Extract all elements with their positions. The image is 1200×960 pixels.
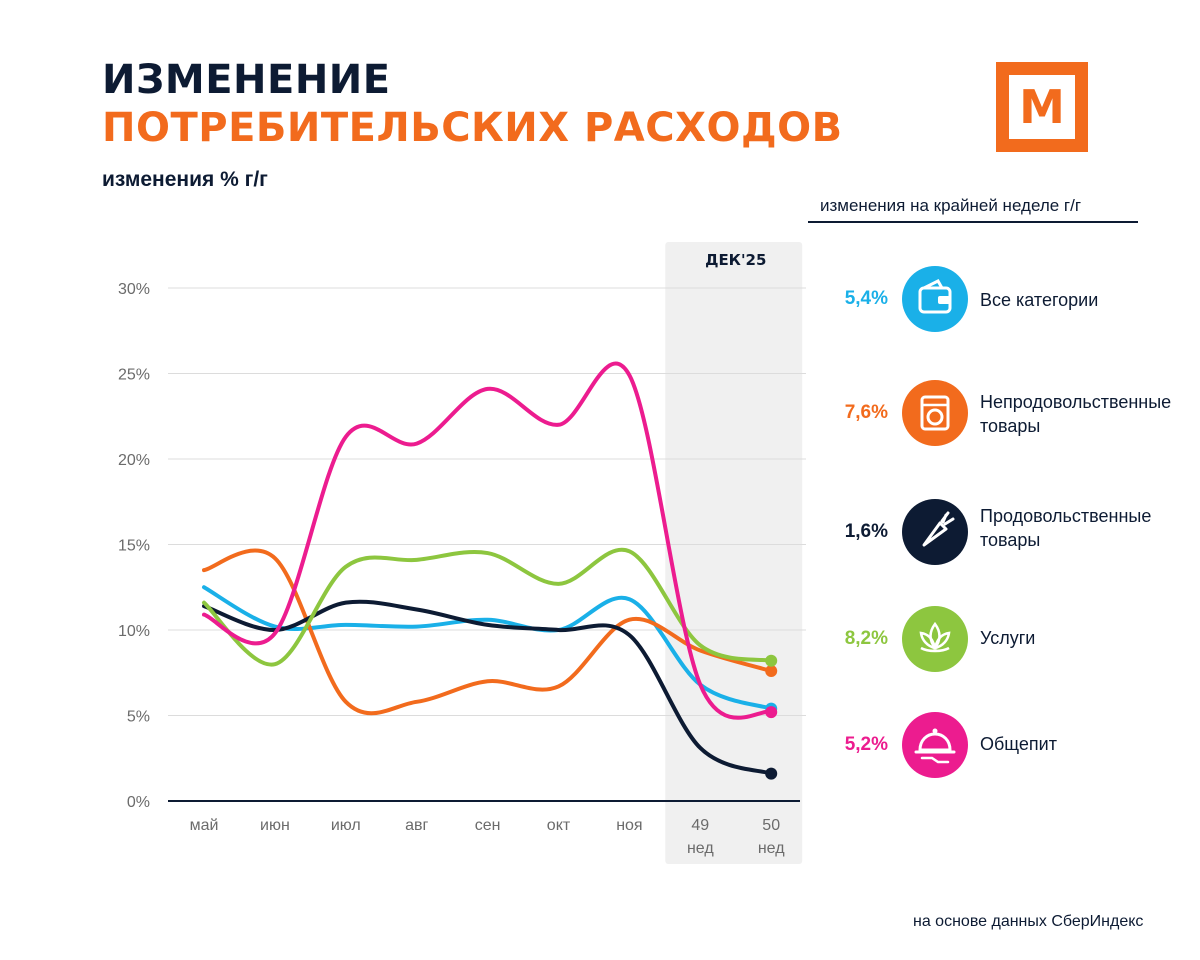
legend-item-services: 8,2% Услуги [820,606,1190,672]
legend-label: Услуги [980,628,1036,648]
legend-label: Общепит [980,734,1057,754]
x-tick-label: авг [405,817,428,834]
y-tick-label: 20% [118,452,150,469]
series-line [202,585,774,711]
legend-icon-circle [902,266,968,332]
legend-label-line-1: Продовольственные [980,506,1152,526]
series-endpoint [765,706,778,719]
logo-letter: М [1019,80,1065,134]
series-endpoint [765,654,778,667]
wallet-icon [918,279,952,314]
line-chart: ДЕК'25 0% 5% 10% 15% 20% 25% 30% май июн июл авг сен… [118,242,806,864]
x-tick-label: окт [547,817,571,834]
series-line [202,547,774,667]
legend-divider [808,221,1138,223]
legend-label-line-1: Непродовольственные [980,392,1172,412]
legend-value: 5,2% [844,734,888,755]
x-tick-label: май [190,817,219,834]
legend-heading: изменения на крайней неделе г/г [820,196,1082,215]
series-line [202,361,774,720]
x-tick-label: ноя [616,817,642,834]
legend-value: 5,4% [844,288,888,309]
title-line-2: ПОТРЕБИТЕЛЬСКИХ РАСХОДОВ [102,105,843,151]
legend-value: 7,6% [844,402,888,423]
legend-item-food: 1,6% Продовольственные товары [820,499,1190,565]
series-endpoint [765,767,778,780]
legend-icon-circle [902,499,968,565]
highlight-label: ДЕК'25 [705,251,766,269]
x-tick-label-line-2: нед [758,840,785,857]
y-tick-label: 0% [127,794,150,811]
legend-icon-circle [902,712,968,778]
title-line-1: ИЗМЕНЕНИЕ [102,57,391,103]
x-tick-label: июл [331,817,361,834]
legend-value: 8,2% [844,628,888,649]
series-line [202,599,774,776]
x-tick-label: сен [475,817,501,834]
legend-item-nonfood: 7,6% Непродовольственные товары [820,380,1190,446]
x-tick-label: 50 [762,817,780,834]
lotus-icon [919,621,951,653]
y-tick-label: 25% [118,367,150,384]
series-endpoint [765,665,778,678]
x-tick-label: 49 [691,817,709,834]
legend-icon-circle [902,380,968,446]
legend-item-catering: 5,2% Общепит [820,712,1190,778]
y-tick-label: 10% [118,623,150,640]
legend-value: 1,6% [844,521,888,542]
cloche-icon [914,728,956,764]
chart-subtitle: изменения % г/г [102,168,268,191]
y-tick-label: 5% [127,709,150,726]
legend-item-all: 5,4% Все категории [820,266,1190,332]
legend-label: Непродовольственные товары [980,390,1190,438]
legend-label-line-2: товары [980,530,1041,550]
series-line [202,548,774,716]
x-tick-label-line-2: нед [687,840,714,857]
source-note: на основе данных СберИндекс [913,913,1144,930]
washing-machine-icon [920,395,950,431]
legend-label: Все категории [980,290,1099,310]
highlight-band [665,242,803,864]
x-tick-label: июн [260,817,290,834]
carrot-icon [922,511,955,547]
y-tick-label: 30% [118,281,150,298]
y-tick-label: 15% [118,538,150,555]
legend-label-line-2: товары [980,416,1041,436]
legend-icon-circle [902,606,968,672]
legend-label: Продовольственные товары [980,504,1190,552]
brand-logo: М [996,62,1088,152]
